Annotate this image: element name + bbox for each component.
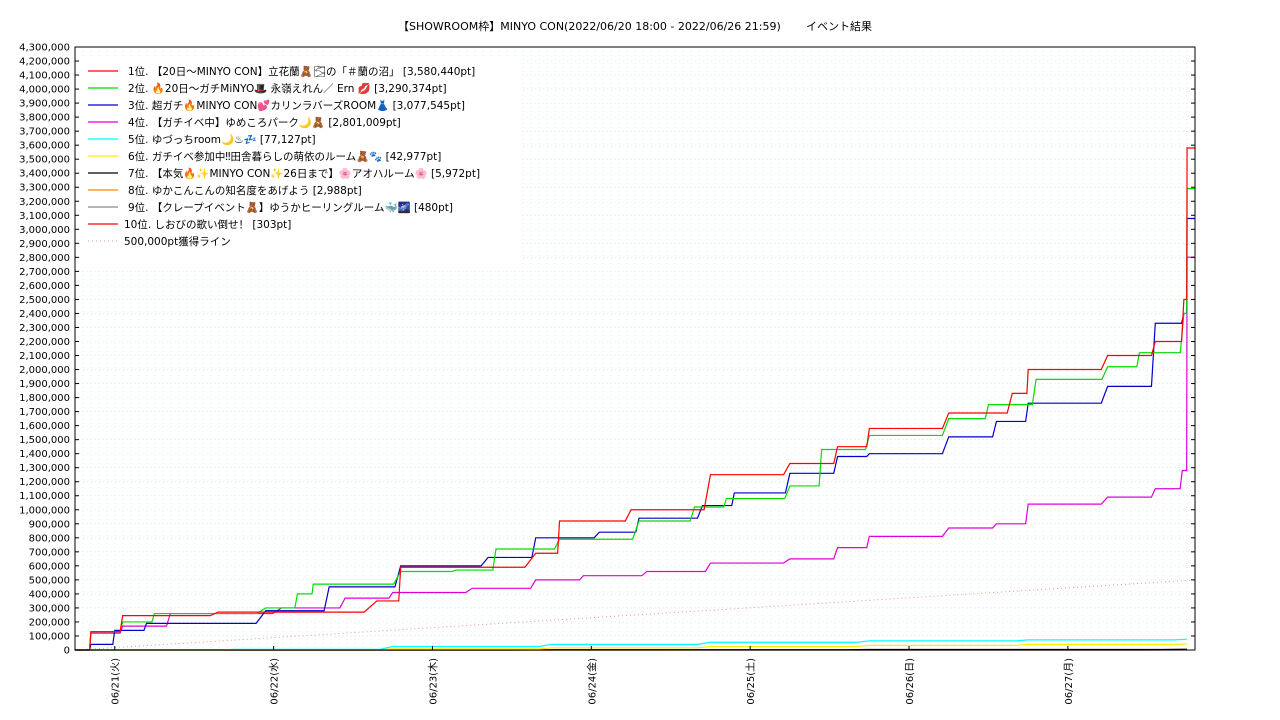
y-tick-label: 900,000 (29, 519, 70, 530)
legend-entry: 10位. しおびの歌い倒せ！ [303pt] (124, 218, 291, 231)
legend-box (82, 56, 520, 270)
x-tick-label: 06/25(土) (744, 658, 757, 705)
y-tick-label: 3,800,000 (19, 113, 70, 124)
y-tick-label: 3,500,000 (19, 155, 70, 166)
y-tick-label: 300,000 (29, 603, 70, 614)
y-tick-label: 2,400,000 (19, 309, 70, 320)
legend-entry: 1位. 【20日〜MINYO CON】立花蘭🧸🌫の「＃蘭の沼」 [3,580,4… (128, 65, 475, 78)
y-tick-label: 2,300,000 (19, 323, 70, 334)
y-tick-label: 3,000,000 (19, 225, 70, 236)
legend-entry: 9位. 【クレープイベント🧸】ゆうかヒーリングルーム🐳🌌 [480pt] (128, 201, 453, 214)
x-tick-label: 06/23(木) (427, 658, 439, 705)
y-tick-label: 400,000 (29, 589, 70, 600)
y-tick-label: 600,000 (29, 561, 70, 572)
y-tick-label: 200,000 (29, 617, 70, 628)
series-line (75, 638, 1188, 651)
y-tick-label: 4,200,000 (19, 57, 70, 68)
y-tick-label: 2,800,000 (19, 253, 70, 264)
y-tick-label: 2,000,000 (19, 365, 70, 376)
legend: 1位. 【20日〜MINYO CON】立花蘭🧸🌫の「＃蘭の沼」 [3,580,4… (82, 56, 520, 270)
series-line (75, 217, 1196, 651)
y-tick-label: 1,200,000 (19, 477, 70, 488)
y-tick-label: 3,200,000 (19, 197, 70, 208)
y-tick-label: 100,000 (29, 631, 70, 642)
y-tick-label: 1,300,000 (19, 463, 70, 474)
plot-frame (74, 46, 1196, 651)
series-line (75, 187, 1196, 651)
y-tick-label: 1,800,000 (19, 393, 70, 404)
y-tick-label: 2,200,000 (19, 337, 70, 348)
y-axis: 0 100,000 200,000 300,000 400,000 500,000 600,… (19, 43, 1195, 657)
legend-entry: 4位. 【ガチイベ中】ゆめころパーク🌙🧸 [2,801,009pt] (128, 116, 401, 129)
y-tick-label: 1,700,000 (19, 407, 70, 418)
y-tick-label: 1,100,000 (19, 491, 70, 502)
chart-title-suffix: イベント結果 (806, 19, 872, 33)
legend-entry: 5位. ゆづっちroom🌙♨💤 [77,127pt] (128, 133, 316, 146)
y-tick-label: 4,100,000 (19, 71, 70, 82)
chart-title: 【SHOWROOM枠】MINYO CON(2022/06/20 18:00 - … (398, 19, 781, 33)
y-tick-label: 0 (64, 646, 70, 657)
y-tick-label: 3,700,000 (19, 127, 70, 138)
legend-entry: 6位. ガチイベ参加中‼田舎暮らしの萌依のルーム🧸🐾 [42,977pt] (128, 150, 441, 163)
y-tick-label: 3,100,000 (19, 211, 70, 222)
y-tick-label: 3,900,000 (19, 99, 70, 110)
y-tick-label: 500,000 (29, 575, 70, 586)
y-tick-label: 2,100,000 (19, 351, 70, 362)
y-tick-label: 1,500,000 (19, 435, 70, 446)
legend-entry: 7位. 【本気🔥✨MINYO CON✨26日まで】🌸アオハルーム🌸 [5,972… (128, 167, 480, 180)
y-tick-label: 3,400,000 (19, 169, 70, 180)
y-tick-label: 1,900,000 (19, 379, 70, 390)
y-tick-label: 3,300,000 (19, 183, 70, 194)
x-axis: 06/21(火) 06/22(水) 06/23(木) 06/24(金) 06/25(土)… (110, 646, 1075, 705)
y-tick-label: 800,000 (29, 533, 70, 544)
legend-entry: 8位. ゆかこんこんの知名度をあげよう [2,988pt] (128, 184, 362, 197)
y-tick-label: 1,000,000 (19, 505, 70, 516)
y-tick-label: 2,900,000 (19, 239, 70, 250)
y-tick-label: 1,400,000 (19, 449, 70, 460)
y-tick-label: 4,000,000 (19, 85, 70, 96)
x-tick-label: 06/27(月) (1063, 658, 1075, 705)
x-tick-label: 06/24(金) (585, 658, 598, 705)
y-tick-label: 3,600,000 (19, 141, 70, 152)
x-tick-label: 06/21(火) (110, 658, 122, 705)
y-tick-label: 2,700,000 (19, 267, 70, 278)
legend-entry-reference: 500,000pt獲得ライン (124, 235, 231, 248)
y-tick-label: 1,600,000 (19, 421, 70, 432)
y-tick-label: 2,500,000 (19, 295, 70, 306)
x-tick-label: 06/22(水) (269, 658, 281, 705)
y-tick-label: 700,000 (29, 547, 70, 558)
legend-entry: 3位. 超ガチ🔥MINYO CON💕カリンラバーズROOM👗 [3,077,54… (128, 99, 465, 112)
legend-entry: 2位. 🔥20日〜ガチMiNYO🎩 永嶺えれん／ Ern 💋 [3,290,37… (128, 82, 447, 95)
y-tick-label: 2,600,000 (19, 281, 70, 292)
series-line (75, 147, 1196, 651)
x-tick-label: 06/26(日) (905, 658, 916, 705)
y-tick-label: 4,300,000 (19, 43, 70, 54)
